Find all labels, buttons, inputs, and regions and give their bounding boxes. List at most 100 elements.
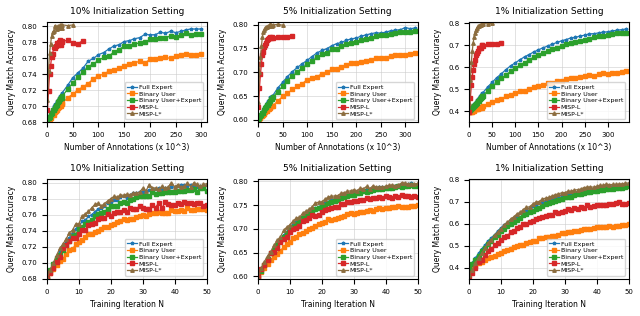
Full Expert bbox=[289, 70, 296, 74]
MISP-L* bbox=[269, 23, 276, 27]
Full Expert bbox=[84, 59, 92, 63]
Binary User+Expert bbox=[353, 40, 360, 43]
Binary User+Expert bbox=[342, 42, 350, 46]
Full Expert bbox=[595, 31, 602, 35]
MISP-L bbox=[264, 38, 271, 42]
Binary User bbox=[151, 57, 159, 61]
Binary User bbox=[262, 108, 270, 112]
Binary User+Expert bbox=[595, 34, 602, 38]
Line: Binary User: Binary User bbox=[468, 69, 628, 114]
Binary User bbox=[493, 98, 500, 102]
Binary User+Expert bbox=[406, 30, 414, 34]
Binary User+Expert bbox=[479, 94, 486, 98]
MISP-L* bbox=[580, 186, 588, 190]
MISP-L bbox=[52, 44, 60, 48]
Binary User+Expert bbox=[264, 103, 271, 106]
Full Expert bbox=[502, 68, 510, 71]
Full Expert bbox=[465, 266, 473, 270]
Binary User+Expert bbox=[413, 184, 421, 187]
MISP-L* bbox=[52, 25, 60, 29]
Binary User+Expert bbox=[470, 104, 478, 108]
Binary User bbox=[293, 84, 301, 88]
Binary User bbox=[342, 63, 350, 67]
MISP-L bbox=[57, 43, 65, 46]
Binary User+Expert bbox=[48, 111, 56, 115]
MISP-L bbox=[274, 35, 282, 39]
Full Expert bbox=[260, 108, 268, 112]
Binary User bbox=[511, 91, 519, 95]
MISP-L bbox=[360, 198, 367, 201]
Binary User bbox=[323, 70, 331, 74]
Binary User bbox=[289, 237, 297, 240]
Full Expert bbox=[255, 115, 263, 119]
Binary User+Expert bbox=[475, 99, 483, 102]
Binary User+Expert bbox=[502, 73, 510, 77]
Full Expert bbox=[284, 75, 291, 78]
MISP-L bbox=[58, 40, 66, 44]
Full Expert bbox=[115, 43, 123, 47]
Binary User+Expert bbox=[45, 116, 52, 120]
MISP-L* bbox=[260, 30, 268, 34]
Full Expert bbox=[623, 27, 630, 31]
Binary User bbox=[539, 83, 547, 87]
MISP-L* bbox=[488, 21, 496, 25]
Binary User+Expert bbox=[91, 214, 99, 218]
Binary User bbox=[362, 59, 370, 63]
Full Expert bbox=[177, 30, 185, 33]
Full Expert bbox=[476, 94, 483, 98]
Binary User bbox=[45, 117, 53, 121]
MISP-L* bbox=[203, 182, 211, 185]
Line: Full Expert: Full Expert bbox=[257, 26, 417, 120]
Binary User bbox=[49, 112, 56, 116]
Full Expert bbox=[475, 96, 483, 100]
Binary User+Expert bbox=[397, 30, 404, 34]
Full Expert bbox=[54, 98, 61, 102]
MISP-L* bbox=[51, 24, 58, 27]
MISP-L* bbox=[473, 26, 481, 30]
Binary User bbox=[268, 104, 276, 107]
Line: MISP-L*: MISP-L* bbox=[45, 23, 74, 102]
Binary User+Expert bbox=[548, 47, 556, 51]
Binary User bbox=[105, 69, 113, 73]
MISP-L* bbox=[58, 26, 66, 30]
Full Expert bbox=[43, 275, 51, 278]
Binary User bbox=[78, 239, 86, 242]
MISP-L bbox=[260, 45, 268, 49]
Line: MISP-L*: MISP-L* bbox=[468, 21, 494, 105]
MISP-L bbox=[78, 228, 86, 232]
MISP-L* bbox=[48, 34, 56, 38]
Full Expert bbox=[298, 62, 306, 66]
Binary User+Expert bbox=[50, 108, 58, 112]
MISP-L bbox=[467, 83, 475, 87]
Full Expert bbox=[357, 34, 365, 38]
Binary User+Expert bbox=[289, 225, 297, 229]
Binary User bbox=[53, 108, 61, 112]
Binary User bbox=[54, 106, 61, 110]
MISP-L* bbox=[200, 182, 207, 186]
Binary User bbox=[372, 56, 380, 60]
Full Expert bbox=[563, 38, 570, 41]
Binary User+Expert bbox=[148, 191, 156, 194]
Binary User+Expert bbox=[511, 66, 519, 70]
Binary User+Expert bbox=[54, 100, 61, 104]
Full Expert bbox=[516, 58, 524, 62]
MISP-L bbox=[466, 110, 474, 114]
Full Expert bbox=[473, 98, 481, 102]
Binary User bbox=[289, 88, 296, 91]
Binary User bbox=[476, 106, 483, 110]
Binary User bbox=[141, 61, 148, 65]
Binary User+Expert bbox=[513, 218, 521, 222]
X-axis label: Number of Annotations (x 10^3): Number of Annotations (x 10^3) bbox=[275, 143, 401, 152]
MISP-L* bbox=[53, 27, 61, 31]
MISP-L* bbox=[289, 219, 297, 223]
Binary User bbox=[52, 109, 60, 113]
Binary User bbox=[260, 113, 268, 117]
Binary User+Expert bbox=[613, 31, 621, 35]
Binary User bbox=[382, 56, 390, 59]
MISP-L* bbox=[360, 187, 367, 191]
Binary User+Expert bbox=[262, 106, 270, 109]
Full Expert bbox=[530, 50, 538, 54]
Binary User+Expert bbox=[333, 47, 340, 51]
Binary User bbox=[166, 57, 174, 60]
Binary User+Expert bbox=[412, 29, 419, 33]
